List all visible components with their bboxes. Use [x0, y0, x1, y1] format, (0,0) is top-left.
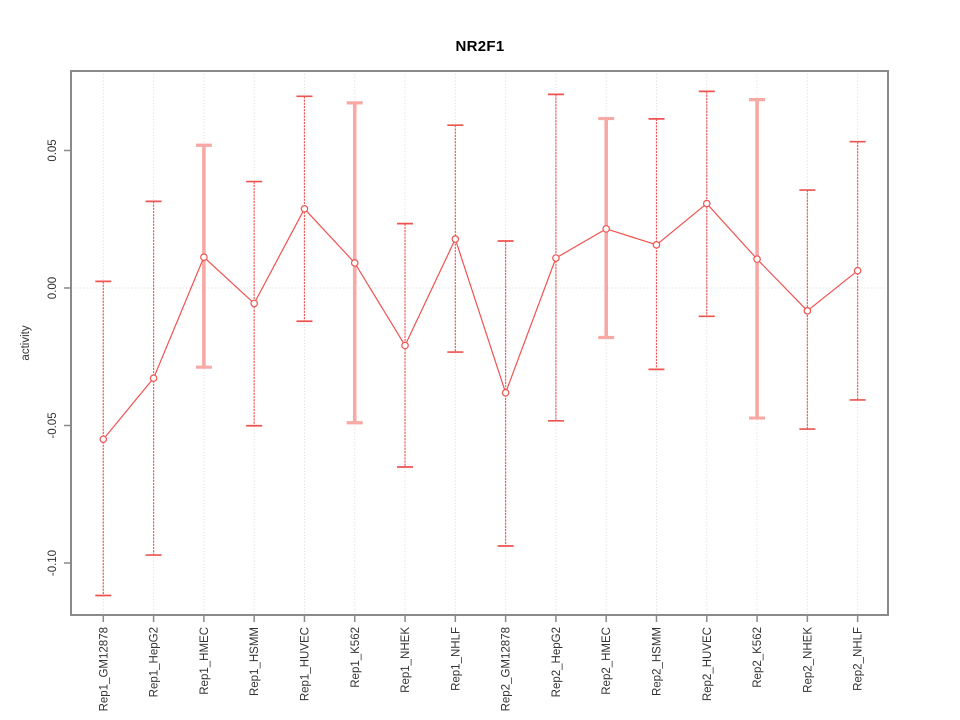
- data-point: [602, 225, 611, 233]
- y-axis-label: activity: [20, 325, 32, 361]
- data-point: [401, 341, 409, 350]
- data-point: [853, 266, 862, 275]
- data-point: [803, 307, 812, 315]
- series-line: [102, 202, 859, 440]
- x-tick-label: Rep1_HUVEC: [299, 627, 311, 701]
- x-tick-label: Rep1_HSMM: [249, 627, 261, 696]
- x-tick-label: Rep2_HepG2: [551, 627, 563, 697]
- y-tick-label: 0.00: [47, 277, 59, 299]
- y-tick-label: -0.10: [47, 550, 59, 576]
- x-tick-label: Rep2_HMEC: [601, 627, 613, 695]
- data-point: [552, 254, 560, 262]
- x-tick-label: Rep1_HepG2: [149, 627, 161, 697]
- data-point: [501, 388, 510, 397]
- x-tick-label: Rep2_NHLF: [853, 627, 865, 691]
- data-point: [451, 235, 460, 243]
- x-tick-label: Rep1_GM12878: [98, 627, 110, 711]
- x-tick-label: Rep1_NHLF: [450, 627, 462, 691]
- data-point: [99, 435, 108, 444]
- x-tick-label: Rep1_K562: [350, 627, 362, 688]
- x-tick-label: Rep2_HUVEC: [702, 627, 714, 701]
- data-point: [753, 255, 761, 263]
- data-point: [200, 253, 208, 261]
- x-tick-label: Rep2_GM12878: [501, 627, 513, 711]
- x-tick-label: Rep2_K562: [752, 627, 764, 688]
- data-point: [350, 259, 359, 267]
- plot-border: [70, 70, 889, 616]
- x-tick-label: Rep2_NHEK: [802, 627, 814, 693]
- data-point: [702, 199, 711, 208]
- data-point: [652, 241, 661, 249]
- data-point: [300, 204, 309, 213]
- data-point: [149, 374, 158, 383]
- data-point: [250, 299, 258, 308]
- y-tick-label: -0.05: [47, 412, 59, 438]
- x-tick-label: Rep2_HSMM: [651, 627, 663, 696]
- chart-title: NR2F1: [455, 38, 505, 55]
- x-tick-label: Rep1_HMEC: [199, 627, 211, 695]
- y-tick-label: 0.05: [47, 139, 59, 161]
- x-tick-label: Rep1_NHEK: [400, 627, 412, 693]
